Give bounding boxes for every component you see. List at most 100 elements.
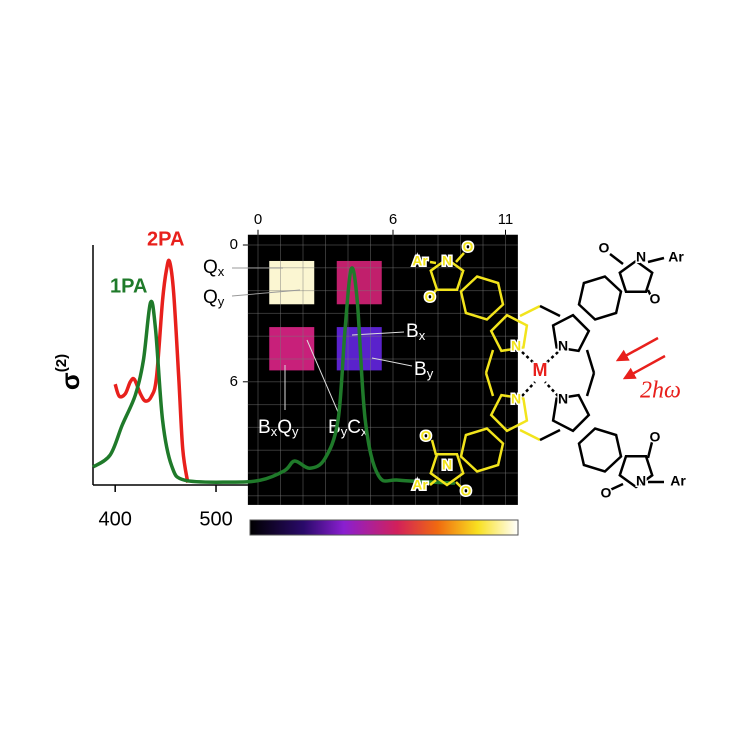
atom-label: O [421,428,432,444]
bond [585,349,596,374]
state-label: Bx [406,321,426,343]
atom-label: O [463,239,474,255]
ring [489,313,529,353]
x-tick-label: 11 [498,211,514,228]
bond [539,428,561,442]
bond [429,479,437,486]
state-label: By [414,359,434,381]
bond [484,349,495,374]
atom-label: O [599,240,610,256]
bond [455,252,465,263]
ring [618,259,654,294]
atom-label: N [558,338,568,354]
atom-label: O [650,291,661,307]
bond [519,428,541,442]
spectrum-line [91,266,456,485]
atom-label: N [442,457,452,473]
bond [544,351,559,365]
state-subscript: y [292,424,299,439]
spectrum-line [113,258,190,483]
ring [551,313,591,353]
atom-label: Ar [412,253,428,269]
state-letter: Q [277,417,292,438]
bond [430,289,438,297]
state-letter: Q [203,287,218,308]
state-label: Qy [203,287,225,309]
arrow [615,336,659,362]
colorbar [249,519,519,536]
state-subscript: y [427,366,434,381]
bond [585,372,596,397]
ring [618,454,654,489]
bond [609,253,624,265]
ring [429,452,465,487]
bond [484,372,495,397]
atom-label: N [636,249,646,265]
ring [459,427,505,473]
y-axis-label: σ(2) [53,354,85,390]
state-label: BxQy [258,417,299,439]
atom-label: N [442,253,452,269]
series-label: 1PA [110,275,147,297]
leader-line [371,357,413,367]
state-letter: C [347,417,361,438]
atom-label: O [650,429,661,445]
state-letter: Q [203,257,218,278]
state-subscript: x [271,424,278,439]
atom-label: N [636,473,646,489]
bond [539,304,561,318]
x-tick-label: 400 [98,508,131,530]
bond [647,256,665,264]
y-label-sup: (2) [53,354,70,372]
state-letter: B [406,321,419,342]
leader-line [306,339,339,413]
atom-label: Ar [412,477,428,493]
atom-label: N [511,338,521,354]
bond [544,381,559,397]
state-subscript: x [361,424,368,439]
bond [646,289,654,299]
x-tick-label: 6 [389,211,397,228]
state-label: Qx [203,257,225,279]
y-tick-label: 6 [230,373,238,390]
bond [521,381,536,397]
y-tick-label: 0 [230,236,238,253]
bond [430,439,438,456]
atom-label: Ar [670,473,686,489]
atom-label: N [511,391,521,407]
leader-line [231,289,301,297]
state-subscript: x [218,264,225,279]
atom-label: O [425,289,436,305]
state-subscript: y [341,424,348,439]
x-tick-label: 500 [199,508,232,530]
y-label-symbol: σ [55,372,85,390]
ring [489,393,529,433]
light-label: 2hω [640,378,681,404]
ring [459,275,505,321]
ring [429,257,465,292]
bond [519,304,541,318]
bond [521,351,536,365]
arrow [622,354,666,380]
ring [577,427,623,473]
heat-cell [336,260,382,305]
state-subscript: x [419,328,426,343]
atom-label: Ar [668,249,684,265]
atom-label: N [558,391,568,407]
bond [646,441,654,459]
bond [609,482,624,492]
state-subscript: y [218,294,225,309]
atom-label: O [461,483,472,499]
x-tick-label: 0 [254,211,262,228]
state-label: ByCx [328,417,368,439]
ring [551,393,591,433]
atom-label: M [533,360,548,380]
ring [577,275,623,321]
spectrum: 400 500 σ(2) 2PA 1PA [53,228,456,530]
state-letter: B [258,417,271,438]
series-label: 2PA [147,228,184,250]
bond [455,481,463,489]
bond [429,260,437,265]
